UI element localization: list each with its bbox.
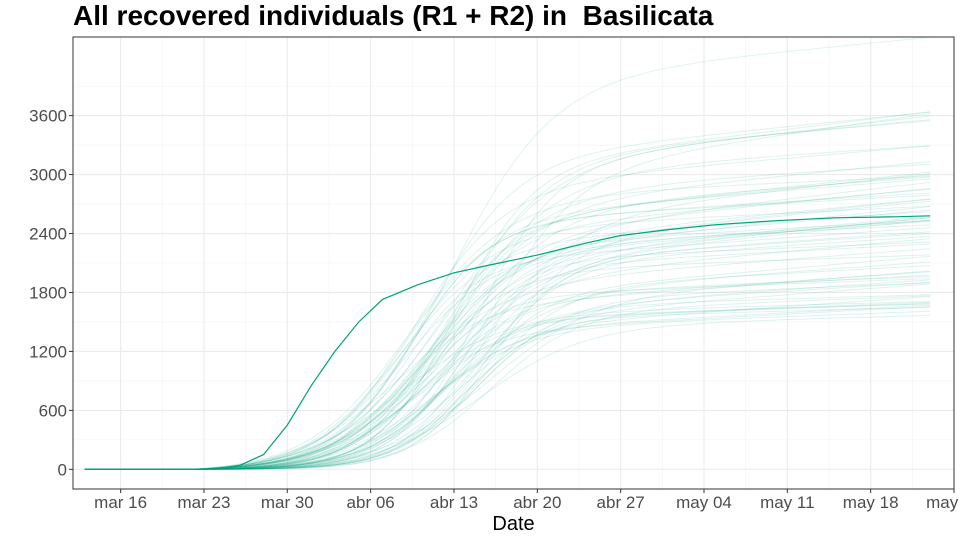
ensemble-line bbox=[84, 265, 931, 470]
ensemble-line bbox=[84, 211, 931, 470]
y-tick-label: 1800 bbox=[29, 283, 67, 302]
x-tick-label: mar 30 bbox=[261, 493, 314, 512]
ensemble-line bbox=[84, 276, 931, 470]
ensemble-line bbox=[84, 282, 931, 470]
x-tick-label: abr 06 bbox=[347, 493, 395, 512]
ensemble-line bbox=[84, 219, 931, 470]
y-tick-label: 2400 bbox=[29, 225, 67, 244]
ensemble-line bbox=[84, 243, 931, 470]
ensemble-line bbox=[84, 224, 931, 470]
ensemble-line bbox=[84, 305, 931, 470]
ensemble-line bbox=[84, 235, 931, 470]
ensemble-line bbox=[84, 271, 931, 470]
x-axis: mar 16 mar 23 mar 30 abr 06 abr 13 abr 20 abr … bbox=[94, 489, 960, 512]
ensemble-line bbox=[84, 217, 931, 470]
chart-title: All recovered individuals (R1 + R2) in B… bbox=[73, 0, 714, 31]
x-axis-title: Date bbox=[492, 513, 534, 535]
x-tick-label: may 11 bbox=[760, 493, 815, 512]
x-tick-label: abr 20 bbox=[513, 493, 561, 512]
ensemble-line bbox=[84, 188, 931, 470]
ensemble-line bbox=[84, 171, 931, 470]
ensemble-line bbox=[84, 274, 931, 470]
ensemble-line bbox=[84, 261, 931, 470]
y-tick-label: 0 bbox=[58, 460, 67, 479]
x-tick-label: may 25 bbox=[926, 493, 960, 512]
ensemble-line bbox=[84, 227, 931, 470]
y-tick-label: 1200 bbox=[29, 342, 67, 361]
ensemble-line bbox=[84, 301, 931, 470]
ensemble-line bbox=[84, 120, 931, 470]
ensemble-line bbox=[84, 113, 931, 470]
ensemble-line bbox=[84, 174, 931, 470]
y-tick-label: 3600 bbox=[29, 107, 67, 126]
ensemble-line bbox=[84, 175, 931, 470]
ensemble-line bbox=[84, 303, 931, 470]
ensemble-line bbox=[84, 176, 931, 470]
ensemble-line bbox=[84, 278, 931, 470]
ensemble-line bbox=[84, 172, 931, 470]
ensemble-line bbox=[84, 209, 931, 470]
ensemble-line bbox=[84, 294, 931, 470]
x-tick-label: may 18 bbox=[843, 493, 899, 512]
ensemble-line bbox=[84, 283, 931, 470]
y-tick-label: 600 bbox=[39, 401, 67, 420]
x-tick-label: may 04 bbox=[676, 493, 732, 512]
ensemble-line bbox=[84, 111, 931, 470]
ensemble-line bbox=[84, 306, 931, 470]
ensemble-line bbox=[84, 295, 931, 470]
series-line-main bbox=[84, 215, 931, 470]
y-axis: 0 600 1200 1800 2400 3000 3600 bbox=[29, 107, 73, 479]
ensemble-line bbox=[84, 270, 931, 470]
x-tick-label: mar 23 bbox=[177, 493, 230, 512]
ensemble-line bbox=[84, 279, 931, 470]
ensemble-line bbox=[84, 255, 931, 470]
y-tick-label: 3000 bbox=[29, 166, 67, 185]
ensemble-line bbox=[84, 248, 931, 470]
x-tick-label: abr 27 bbox=[597, 493, 645, 512]
ensemble-line bbox=[84, 241, 931, 470]
x-tick-label: abr 13 bbox=[430, 493, 478, 512]
ensemble-line bbox=[84, 304, 931, 470]
x-tick-label: mar 16 bbox=[94, 493, 147, 512]
ensemble-line bbox=[84, 303, 931, 470]
ensemble-line bbox=[84, 296, 931, 470]
grid-minor bbox=[73, 37, 954, 489]
ensemble-line bbox=[84, 232, 931, 470]
ensemble-line bbox=[84, 115, 931, 470]
ensemble-line bbox=[84, 206, 931, 470]
ensemble-line bbox=[84, 310, 931, 470]
ensemble-line bbox=[84, 200, 931, 470]
plot-panel-border bbox=[72, 36, 955, 490]
ensemble-line bbox=[84, 231, 931, 470]
ensemble-line bbox=[84, 217, 931, 470]
ensemble-line bbox=[84, 301, 931, 470]
ensemble-line bbox=[84, 314, 931, 470]
grid-major bbox=[73, 37, 955, 489]
